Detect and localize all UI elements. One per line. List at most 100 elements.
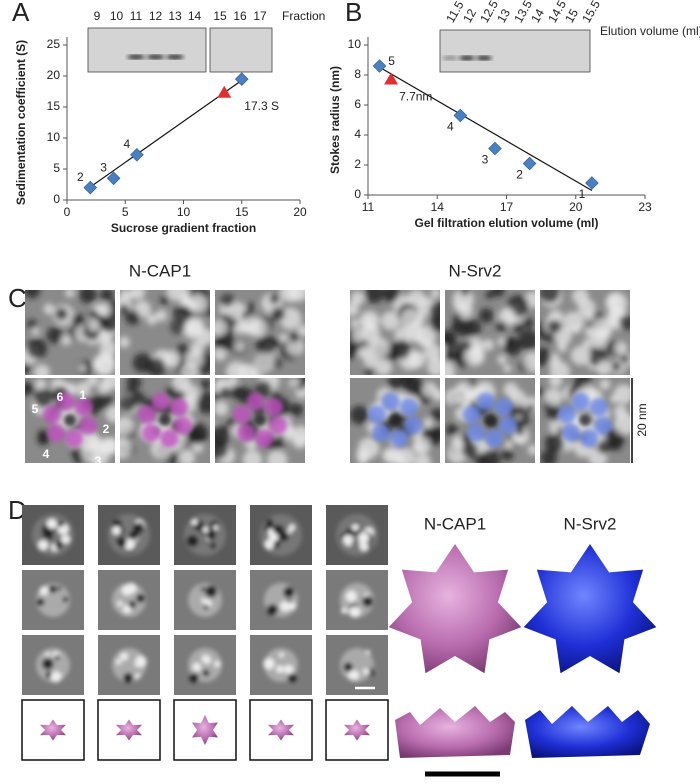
class-average [260,514,302,556]
inset-lane-label: 15 [562,6,581,25]
class-average [108,514,150,556]
class-spot [345,590,357,602]
panel-label: C [8,283,27,313]
inset-lane-label: 12 [149,9,163,23]
x-tick-label: 20 [293,205,307,219]
inset-lane-label: 14 [528,6,547,25]
texture-blob [387,378,403,390]
model-side [395,706,515,758]
class-spot [276,665,284,674]
texture-blob [289,403,304,417]
subunit-label: 6 [57,390,64,404]
subunit [367,405,386,424]
gel-inset [209,27,273,73]
class-average [263,648,298,683]
texture-blob [496,320,507,332]
particle-overlay [367,392,423,448]
texture-blob [75,382,91,397]
texture-blob [165,386,177,398]
class-spot [38,540,49,551]
x-tick-label: 20 [569,200,583,214]
highlight-label: 17.3 S [244,99,279,113]
subunit [264,398,283,417]
texture-blob [97,381,111,395]
texture-blob [132,353,153,373]
class-spot [117,600,123,607]
texture-blob [350,405,369,425]
texture-blob [78,430,100,452]
texture-blob [546,406,562,422]
class-spot [50,671,62,683]
texture-blob [187,293,208,314]
trend-line [89,79,243,188]
subunit [174,416,193,435]
texture-blob [241,315,261,336]
texture-blob [540,347,552,367]
class-spot [42,658,54,670]
texture-blob [54,307,69,321]
texture-blob [86,378,99,387]
subunit [137,405,156,424]
texture-blob [125,310,141,325]
class-spot [280,601,291,612]
texture-blob [267,450,288,463]
subunit [142,423,161,442]
subunit [589,398,608,417]
texture-blob [146,313,158,325]
class-spot [343,662,353,672]
inset-lane-label: 16 [233,9,247,23]
class-spot [121,585,133,596]
texture-blob [183,320,204,340]
y-tick-label: 20 [47,68,61,82]
particle-overlay [557,392,613,448]
class-spot [122,604,132,614]
texture-blob [271,307,286,322]
model-thumb [268,719,294,741]
x-tick-label: 5 [122,205,129,219]
texture-blob [375,358,392,375]
class-spot [278,533,285,540]
texture-blob [414,325,437,347]
texture-blob [71,313,85,327]
texture-blob [246,302,255,311]
highlight-label: 7.7nm [399,90,432,104]
gel-band [459,55,475,61]
texture-blob [391,339,411,360]
texture-blob [599,378,611,390]
class-spot [57,586,62,591]
gel-inset [87,27,207,73]
texture-blob [350,345,357,360]
class-spot [349,606,361,618]
texture-blob [220,293,235,307]
panel-title: N-CAP1 [129,261,191,280]
class-spot [123,538,136,551]
texture-blob [120,304,130,316]
texture-blob [549,361,571,375]
texture-blob [65,290,75,298]
texture-blob [98,318,111,330]
texture-blob [358,437,380,459]
data-point [83,180,98,195]
class-spot [112,526,121,535]
trend-line [374,63,593,192]
texture-blob [514,426,525,436]
point-label: 4 [124,137,131,151]
texture-blob [423,418,434,429]
data-point [488,141,502,156]
inset-lane-label: 14 [188,9,202,23]
subunit [372,423,391,442]
class-average [36,583,70,617]
highlight-point [384,72,399,85]
subunit [169,398,188,417]
texture-blob [540,449,557,463]
texture-blob [215,392,221,401]
inset-lane-label: 13 [168,9,182,23]
texture-blob [518,329,535,351]
class-average [112,648,147,683]
texture-blob [350,301,360,317]
texture-blob [491,290,505,297]
model-thumb [192,715,218,745]
texture-blob [596,360,612,375]
class-spot [61,534,71,544]
texture-blob [381,311,400,331]
